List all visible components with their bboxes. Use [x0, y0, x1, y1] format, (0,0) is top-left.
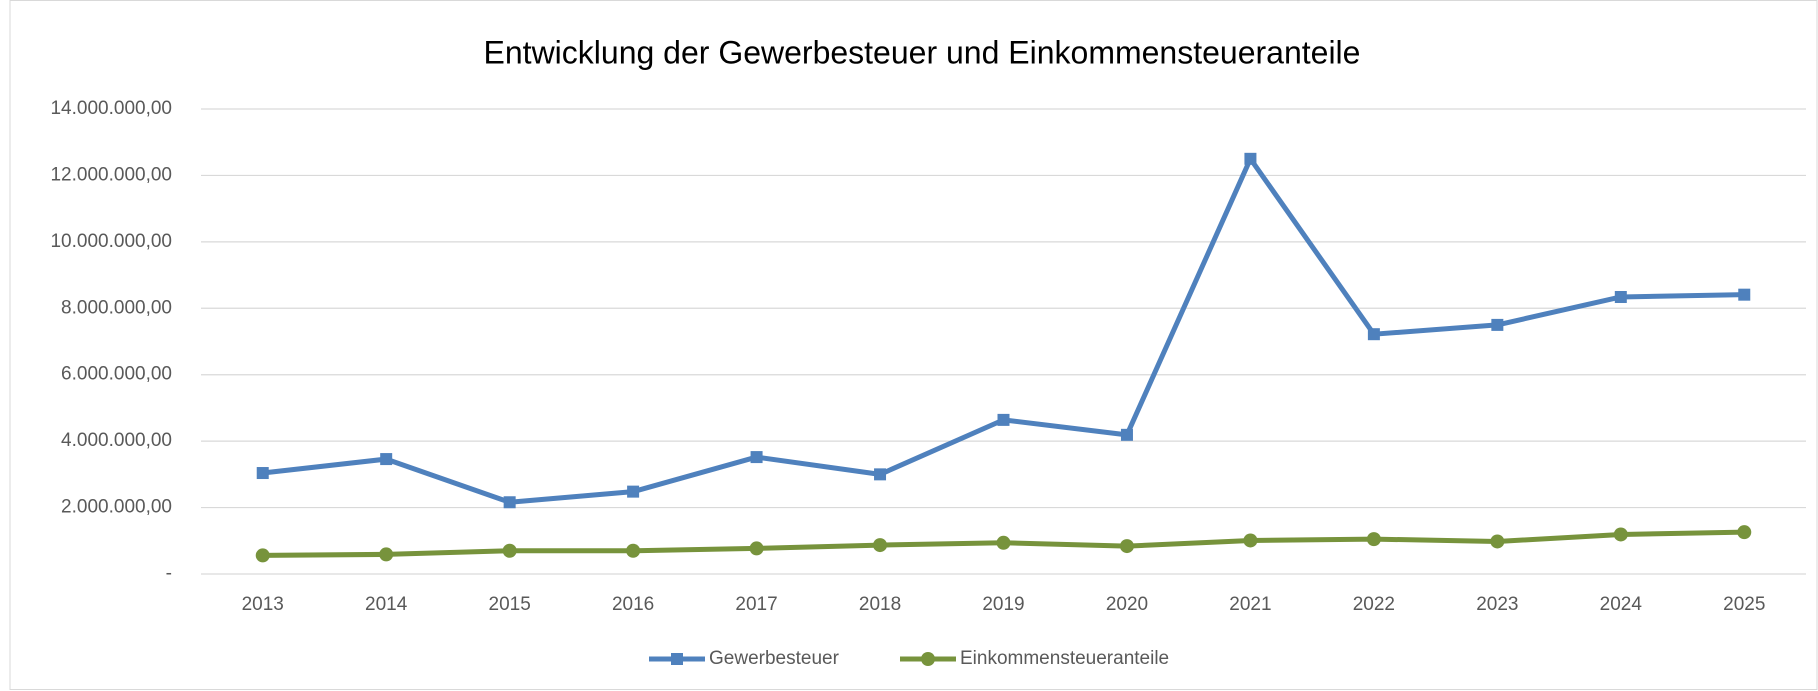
- x-tick-label: 2013: [242, 594, 284, 615]
- x-tick-label: 2025: [1723, 594, 1765, 615]
- marker: [1738, 288, 1751, 301]
- marker: [997, 413, 1010, 426]
- marker: [503, 496, 516, 509]
- marker: [1490, 534, 1505, 549]
- marker: [749, 541, 764, 556]
- marker: [1491, 318, 1504, 331]
- x-tick-label: 2015: [489, 594, 531, 615]
- marker: [255, 548, 270, 563]
- y-tick-label: 12.000.000,00: [50, 164, 172, 185]
- x-tick-label: 2016: [612, 594, 654, 615]
- legend-marker: [671, 653, 683, 665]
- marker: [1613, 527, 1628, 542]
- x-tick-label: 2019: [982, 594, 1024, 615]
- legend-label: Gewerbesteuer: [709, 648, 840, 669]
- y-tick-label: -: [166, 563, 172, 584]
- legend-label: Einkommensteueranteile: [960, 648, 1169, 669]
- marker: [502, 543, 517, 558]
- x-tick-label: 2024: [1600, 594, 1643, 615]
- marker: [1243, 533, 1258, 548]
- legend-marker: [921, 652, 935, 666]
- y-tick-label: 14.000.000,00: [50, 98, 172, 119]
- marker: [874, 468, 887, 481]
- marker: [626, 543, 641, 558]
- marker: [1366, 532, 1381, 547]
- x-tick-label: 2020: [1106, 594, 1148, 615]
- marker: [379, 547, 394, 562]
- marker: [1119, 539, 1134, 554]
- marker: [996, 535, 1011, 550]
- x-tick-label: 2022: [1353, 594, 1395, 615]
- marker: [750, 451, 763, 464]
- marker: [256, 467, 269, 480]
- y-tick-label: 6.000.000,00: [61, 364, 172, 385]
- x-tick-label: 2017: [735, 594, 777, 615]
- marker: [1614, 290, 1627, 303]
- marker: [1244, 152, 1257, 165]
- x-tick-label: 2021: [1229, 594, 1271, 615]
- chart-title: Entwicklung der Gewerbesteuer und Einkom…: [484, 34, 1361, 70]
- marker: [380, 453, 393, 466]
- y-tick-label: 10.000.000,00: [50, 231, 172, 252]
- x-tick-label: 2014: [365, 594, 408, 615]
- marker: [1120, 428, 1133, 441]
- marker: [873, 538, 888, 553]
- x-tick-label: 2023: [1476, 594, 1518, 615]
- marker: [627, 485, 640, 498]
- marker: [1367, 328, 1380, 341]
- chart-frame: [9, 0, 1818, 690]
- y-tick-label: 8.000.000,00: [61, 297, 172, 318]
- marker: [1737, 525, 1752, 540]
- x-tick-label: 2018: [859, 594, 901, 615]
- y-tick-label: 4.000.000,00: [61, 430, 172, 451]
- y-tick-label: 2.000.000,00: [61, 497, 172, 518]
